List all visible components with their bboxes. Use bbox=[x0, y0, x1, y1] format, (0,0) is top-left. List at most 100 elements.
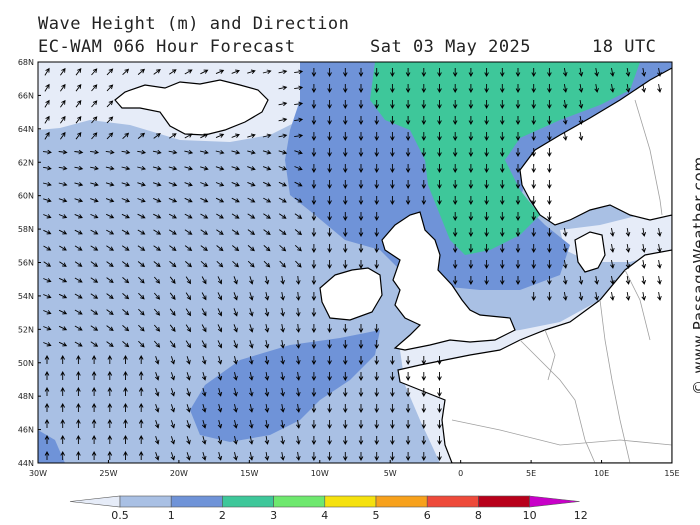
wave-arrow bbox=[280, 372, 285, 381]
wave-arrow bbox=[405, 148, 411, 157]
wave-arrow bbox=[138, 419, 144, 428]
wave-arrow bbox=[247, 213, 256, 219]
wave-arrow bbox=[452, 260, 458, 269]
wave-arrow bbox=[358, 420, 364, 429]
wave-arrow bbox=[437, 388, 442, 397]
wave-arrow bbox=[217, 371, 223, 381]
wave-arrow bbox=[311, 212, 317, 221]
wave-arrow bbox=[123, 371, 128, 380]
wave-arrow bbox=[74, 165, 84, 171]
wave-arrow bbox=[468, 84, 474, 93]
wave-arrow bbox=[122, 325, 130, 332]
wave-arrow bbox=[217, 435, 223, 445]
wave-arrow bbox=[122, 277, 130, 284]
wave-arrow bbox=[515, 84, 521, 93]
wave-arrow bbox=[233, 419, 238, 429]
wave-arrow bbox=[437, 436, 442, 445]
wave-arrow bbox=[154, 388, 160, 397]
color-legend: 0.5 1 2 3 4 5 6 8 10 12 bbox=[69, 495, 588, 522]
wave-arrow bbox=[374, 196, 379, 205]
wave-arrow bbox=[515, 132, 521, 141]
wave-arrow bbox=[437, 356, 442, 365]
wave-arrow bbox=[74, 325, 83, 331]
wave-arrow bbox=[200, 229, 209, 235]
wave-arrow bbox=[247, 197, 256, 203]
wave-arrow bbox=[278, 133, 288, 139]
legend-swatch bbox=[375, 495, 428, 508]
wave-arrow bbox=[641, 68, 647, 77]
wave-arrow bbox=[58, 309, 68, 315]
wave-arrow bbox=[184, 149, 194, 155]
wave-arrow bbox=[437, 196, 442, 205]
wave-arrow bbox=[184, 133, 193, 139]
wave-arrow bbox=[90, 213, 99, 219]
wave-arrow bbox=[184, 229, 193, 235]
wave-arrow bbox=[358, 116, 364, 125]
wave-arrow bbox=[232, 260, 239, 268]
wave-arrow bbox=[484, 212, 489, 221]
wave-arrow bbox=[233, 355, 238, 365]
wave-arrow bbox=[294, 149, 303, 155]
wave-arrow bbox=[327, 228, 332, 237]
wave-arrow bbox=[123, 355, 128, 364]
wave-arrow bbox=[90, 277, 99, 283]
wave-arrow bbox=[170, 452, 176, 461]
wave-arrow bbox=[90, 165, 99, 171]
wave-arrow bbox=[76, 419, 81, 428]
wave-arrow bbox=[295, 323, 301, 333]
wave-arrow bbox=[280, 404, 285, 413]
wave-arrow bbox=[107, 387, 113, 396]
wave-arrow bbox=[279, 229, 287, 235]
wave-arrow bbox=[500, 164, 505, 173]
wave-arrow bbox=[452, 196, 458, 205]
wave-arrow bbox=[437, 404, 442, 413]
wave-arrow bbox=[294, 117, 304, 123]
wave-arrow bbox=[60, 419, 65, 428]
wave-arrow bbox=[200, 69, 209, 75]
wave-arrow bbox=[390, 196, 395, 205]
wave-arrow bbox=[311, 276, 317, 285]
land-continent bbox=[397, 249, 672, 463]
wave-arrow bbox=[233, 308, 238, 317]
wave-arrow bbox=[152, 149, 162, 155]
wave-arrow bbox=[390, 452, 395, 461]
legend-arrow-high bbox=[529, 495, 580, 508]
wave-arrow bbox=[374, 244, 379, 253]
wave-arrow bbox=[247, 149, 256, 155]
wave-arrow bbox=[500, 196, 505, 205]
wave-arrow bbox=[295, 260, 302, 268]
wave-arrow bbox=[185, 308, 192, 317]
wave-arrow bbox=[201, 451, 207, 461]
wave-arrow bbox=[358, 388, 364, 397]
wave-arrow bbox=[60, 99, 66, 108]
wave-arrow bbox=[515, 164, 521, 173]
wave-band-2-3-corner bbox=[38, 430, 65, 463]
wave-arrow bbox=[294, 229, 303, 236]
lon-tick-label: 5E bbox=[526, 469, 536, 478]
land-denmark bbox=[574, 231, 606, 273]
wave-arrow bbox=[217, 308, 223, 317]
lat-tick-label: 48N bbox=[18, 392, 34, 401]
wave-arrow bbox=[343, 452, 348, 461]
wave-arrow bbox=[264, 356, 270, 365]
wave-arrow bbox=[500, 116, 505, 125]
wave-arrow bbox=[515, 212, 521, 221]
wave-arrow bbox=[500, 148, 505, 157]
wave-arrow bbox=[578, 276, 584, 285]
lon-tick-label: 25W bbox=[99, 469, 117, 478]
wave-arrow bbox=[500, 228, 505, 237]
legend-label: 8 bbox=[475, 509, 482, 522]
wave-arrow bbox=[500, 84, 505, 93]
wave-arrow bbox=[200, 213, 209, 219]
wave-arrow bbox=[437, 164, 442, 173]
wave-arrow bbox=[578, 84, 584, 93]
wave-arrow bbox=[327, 324, 332, 333]
wave-arrow bbox=[484, 84, 489, 93]
wave-arrow bbox=[169, 261, 177, 268]
wave-arrow bbox=[215, 182, 225, 187]
wave-arrow bbox=[170, 388, 176, 397]
wave-arrow bbox=[105, 181, 115, 187]
wave-arrow bbox=[421, 404, 427, 413]
wave-arrow bbox=[610, 228, 615, 237]
wave-arrow bbox=[264, 404, 270, 413]
